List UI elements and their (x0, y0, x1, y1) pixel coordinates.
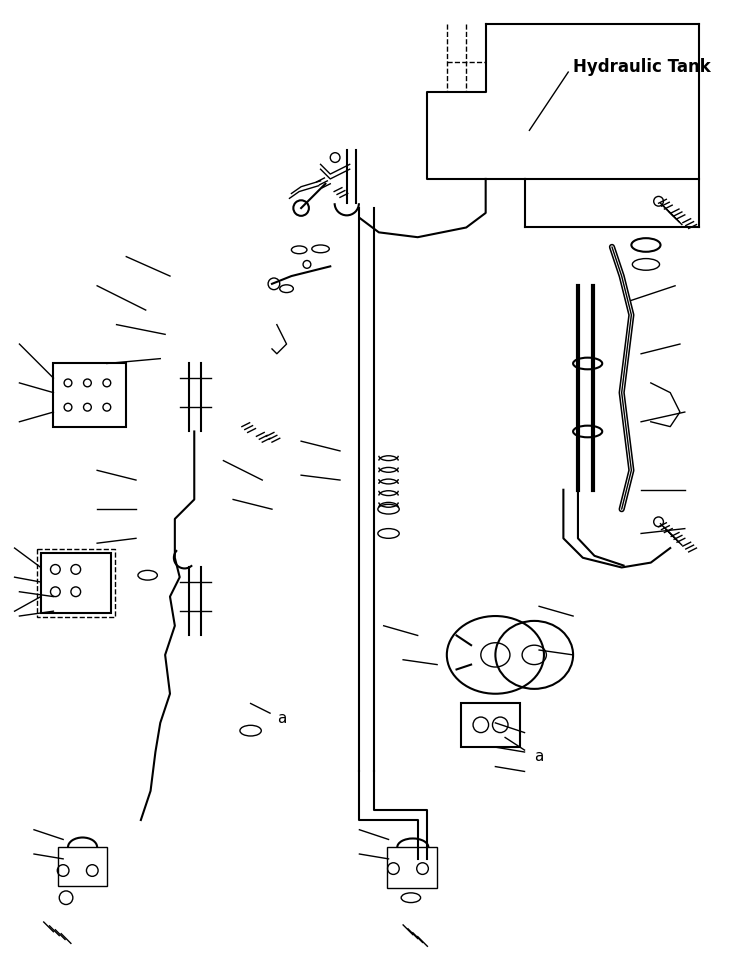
Text: Hydraulic Tank: Hydraulic Tank (573, 58, 711, 76)
Text: a: a (534, 749, 544, 765)
Text: a: a (277, 711, 287, 725)
